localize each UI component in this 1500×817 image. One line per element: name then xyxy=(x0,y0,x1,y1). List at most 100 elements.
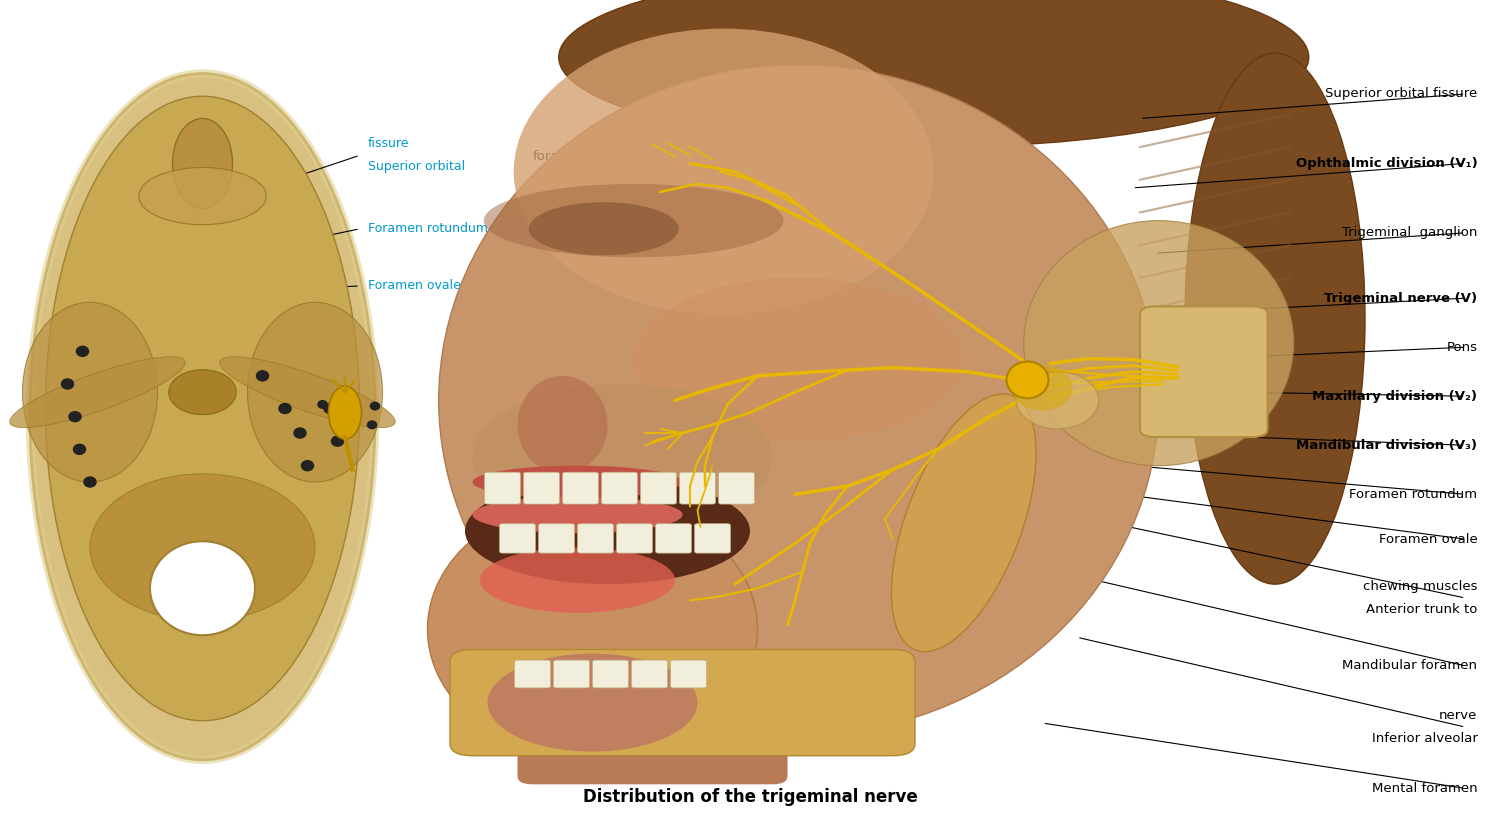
Ellipse shape xyxy=(891,394,1036,652)
Ellipse shape xyxy=(528,203,678,256)
Ellipse shape xyxy=(472,384,772,531)
FancyBboxPatch shape xyxy=(538,524,574,553)
FancyBboxPatch shape xyxy=(514,660,550,688)
Ellipse shape xyxy=(248,302,382,482)
Text: Foramen rotundum: Foramen rotundum xyxy=(1350,488,1478,501)
FancyBboxPatch shape xyxy=(616,524,652,553)
FancyBboxPatch shape xyxy=(656,524,692,553)
Ellipse shape xyxy=(465,478,750,584)
Text: Supraorbital: Supraorbital xyxy=(532,172,615,185)
Text: fissure: fissure xyxy=(368,137,410,150)
Ellipse shape xyxy=(518,376,608,474)
Ellipse shape xyxy=(30,74,375,760)
FancyBboxPatch shape xyxy=(694,524,730,553)
Text: foramen: foramen xyxy=(532,276,588,289)
Text: foramen: foramen xyxy=(532,150,588,163)
Ellipse shape xyxy=(324,403,338,414)
Ellipse shape xyxy=(480,547,675,613)
Ellipse shape xyxy=(10,357,184,427)
Ellipse shape xyxy=(74,444,87,455)
Text: nerve: nerve xyxy=(532,566,572,579)
FancyBboxPatch shape xyxy=(670,660,706,688)
Text: Foramen ovale: Foramen ovale xyxy=(368,279,460,292)
Ellipse shape xyxy=(560,0,1308,147)
Text: alveolar: alveolar xyxy=(532,484,586,497)
Ellipse shape xyxy=(69,411,81,422)
Text: Distribution of the trigeminal nerve: Distribution of the trigeminal nerve xyxy=(582,788,918,806)
Ellipse shape xyxy=(633,278,963,441)
FancyBboxPatch shape xyxy=(632,660,668,688)
Ellipse shape xyxy=(328,386,362,440)
Ellipse shape xyxy=(45,96,360,721)
Ellipse shape xyxy=(514,29,933,315)
Ellipse shape xyxy=(10,357,184,427)
Ellipse shape xyxy=(220,357,394,427)
Ellipse shape xyxy=(255,370,270,382)
Text: Superior orbital: Superior orbital xyxy=(368,160,465,173)
Text: Trigeminal  ganglion: Trigeminal ganglion xyxy=(1342,226,1478,239)
FancyBboxPatch shape xyxy=(602,472,638,504)
Text: Ophthalmic division (V₁): Ophthalmic division (V₁) xyxy=(1296,157,1478,170)
Ellipse shape xyxy=(472,466,682,498)
Ellipse shape xyxy=(279,403,291,414)
Text: Pons: Pons xyxy=(1446,341,1478,354)
FancyBboxPatch shape xyxy=(578,524,614,553)
Ellipse shape xyxy=(330,435,344,447)
Text: Maxillary division (V₂): Maxillary division (V₂) xyxy=(1312,390,1478,403)
Ellipse shape xyxy=(22,302,158,482)
FancyBboxPatch shape xyxy=(518,654,788,784)
Text: nerve: nerve xyxy=(532,370,572,383)
Ellipse shape xyxy=(366,421,378,430)
Ellipse shape xyxy=(483,184,783,257)
Text: Trigeminal nerve (V): Trigeminal nerve (V) xyxy=(1324,292,1478,305)
Ellipse shape xyxy=(369,401,381,410)
FancyBboxPatch shape xyxy=(554,660,590,688)
Ellipse shape xyxy=(76,346,90,357)
Ellipse shape xyxy=(1017,372,1098,429)
Ellipse shape xyxy=(488,654,698,752)
Text: Mandibular division (V₃): Mandibular division (V₃) xyxy=(1296,439,1478,452)
Text: Foramen rotundum: Foramen rotundum xyxy=(368,222,488,235)
Ellipse shape xyxy=(150,542,255,636)
FancyBboxPatch shape xyxy=(500,524,536,553)
Ellipse shape xyxy=(84,476,96,488)
FancyBboxPatch shape xyxy=(718,472,754,504)
Ellipse shape xyxy=(90,474,315,621)
Text: Infraorbital: Infraorbital xyxy=(532,299,606,312)
Ellipse shape xyxy=(1013,366,1072,411)
Text: Superior: Superior xyxy=(532,507,590,520)
Ellipse shape xyxy=(294,427,306,439)
Ellipse shape xyxy=(1023,221,1293,466)
Text: Lingual: Lingual xyxy=(532,589,580,602)
FancyBboxPatch shape xyxy=(640,472,676,504)
Text: nerve: nerve xyxy=(1438,709,1478,722)
FancyBboxPatch shape xyxy=(1140,306,1268,437)
Text: nerves: nerves xyxy=(532,461,578,474)
Text: Mandibular foramen: Mandibular foramen xyxy=(1342,659,1478,672)
Ellipse shape xyxy=(220,357,394,427)
Text: Inferior alveolar: Inferior alveolar xyxy=(1371,732,1478,745)
FancyBboxPatch shape xyxy=(592,660,628,688)
Ellipse shape xyxy=(1185,53,1365,584)
Ellipse shape xyxy=(168,369,237,414)
Ellipse shape xyxy=(138,167,267,225)
FancyBboxPatch shape xyxy=(562,472,598,504)
Ellipse shape xyxy=(172,118,232,208)
FancyBboxPatch shape xyxy=(680,472,716,504)
FancyBboxPatch shape xyxy=(524,472,560,504)
Text: Foramen ovale: Foramen ovale xyxy=(1378,533,1478,546)
Text: Mental foramen: Mental foramen xyxy=(1372,782,1478,795)
Text: chewing muscles: chewing muscles xyxy=(1364,580,1478,593)
Ellipse shape xyxy=(300,460,315,471)
Ellipse shape xyxy=(1007,361,1048,399)
Text: Infraorbital: Infraorbital xyxy=(532,393,606,406)
FancyBboxPatch shape xyxy=(484,472,520,504)
Ellipse shape xyxy=(472,497,682,534)
Ellipse shape xyxy=(427,498,758,760)
Ellipse shape xyxy=(438,65,1158,735)
Ellipse shape xyxy=(62,378,75,390)
Text: Superior orbital fissure: Superior orbital fissure xyxy=(1326,87,1478,100)
FancyBboxPatch shape xyxy=(450,650,915,756)
Ellipse shape xyxy=(318,400,328,409)
Text: Anterior trunk to: Anterior trunk to xyxy=(1366,603,1478,616)
